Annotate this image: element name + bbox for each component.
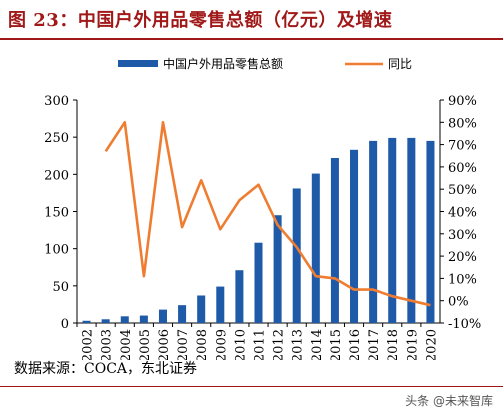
bar-2010 [235, 270, 244, 323]
bar-2014 [311, 173, 320, 323]
right-tick-label: 90% [448, 94, 477, 109]
left-tick-label: 0 [61, 317, 69, 332]
legend: 中国户外用品零售总额 同比 [118, 56, 412, 71]
x-tick-label: 2011 [253, 329, 268, 360]
bar-2004 [120, 316, 129, 323]
right-tick-label: 60% [448, 161, 477, 176]
bar-series [82, 137, 435, 323]
bar-2002 [82, 320, 91, 323]
right-tick-label: 70% [448, 139, 477, 154]
x-tick-label: 2010 [233, 329, 248, 360]
bar-2016 [350, 149, 359, 323]
chart-area: 中国户外用品零售总额 同比 0 50 100 150 200 250 300 -10% 0% 10… [44, 56, 481, 360]
x-tick-label: 2020 [424, 329, 439, 360]
source-note: 数据来源：COCA，东北证券 [14, 361, 198, 377]
right-tick-label: 0% [448, 295, 469, 310]
x-tick-label: 2015 [329, 329, 344, 360]
right-tick-label: -10% [448, 317, 481, 332]
right-tick-label: 50% [448, 183, 477, 198]
x-tick-label: 2013 [291, 329, 306, 360]
left-tick-label: 50 [52, 280, 69, 295]
bar-2009 [216, 286, 225, 323]
legend-line-label: 同比 [388, 57, 412, 71]
bar-2015 [330, 157, 339, 323]
x-tick-label: 2012 [272, 329, 287, 360]
right-tick-label: 20% [448, 250, 477, 265]
right-tick-label: 40% [448, 206, 477, 221]
x-tick-label: 2018 [386, 329, 401, 360]
bar-2018 [388, 137, 397, 323]
left-tick-label: 100 [44, 243, 69, 258]
bar-2007 [178, 305, 187, 323]
x-tick-label: 2004 [119, 329, 134, 360]
left-tick-label: 300 [44, 94, 69, 109]
right-tick-label: 30% [448, 228, 477, 243]
bar-2012 [273, 215, 282, 323]
growth-line [104, 121, 431, 307]
left-tick-label: 250 [44, 131, 69, 146]
x-tick-label: 2006 [157, 329, 172, 360]
bar-2008 [197, 295, 206, 323]
x-tick-label: 2003 [100, 329, 115, 360]
bar-2006 [158, 309, 167, 323]
watermark: 头条 @未来智库 [405, 394, 493, 408]
title-rule [0, 38, 503, 40]
left-tick-label: 200 [44, 168, 69, 183]
left-tick-label: 150 [44, 206, 69, 221]
x-tick-label: 2017 [367, 329, 382, 360]
x-tick-label: 2009 [214, 329, 229, 360]
x-tick-label: 2007 [176, 329, 191, 360]
line-series [104, 121, 431, 307]
x-tick-label: 2005 [138, 329, 153, 360]
x-axis-labels: 2002 2003 2004 2005 2006 2007 2008 2009 2010 2011… [76, 323, 439, 360]
right-tick-label: 80% [448, 116, 477, 131]
chart-title: 图 23：中国户外用品零售总额（亿元）及增速 [8, 10, 393, 31]
x-tick-label: 2002 [81, 329, 96, 360]
bar-2019 [407, 137, 416, 323]
legend-bar-swatch [118, 60, 158, 67]
bar-2003 [101, 319, 110, 323]
bar-2013 [292, 188, 301, 323]
axes: 0 50 100 150 200 250 300 -10% 0% 10% 20% 30% 40% 50% 6… [44, 94, 481, 332]
bar-2020 [426, 140, 435, 323]
x-tick-label: 2014 [310, 329, 325, 360]
bar-2011 [254, 242, 263, 323]
source-rule [0, 386, 503, 387]
legend-bar-label: 中国户外用品零售总额 [163, 56, 283, 71]
x-tick-label: 2008 [195, 329, 210, 360]
right-tick-label: 10% [448, 272, 477, 287]
bar-2005 [139, 315, 148, 323]
x-tick-label: 2019 [405, 329, 420, 360]
x-tick-label: 2016 [348, 329, 363, 360]
bar-2017 [369, 140, 378, 323]
